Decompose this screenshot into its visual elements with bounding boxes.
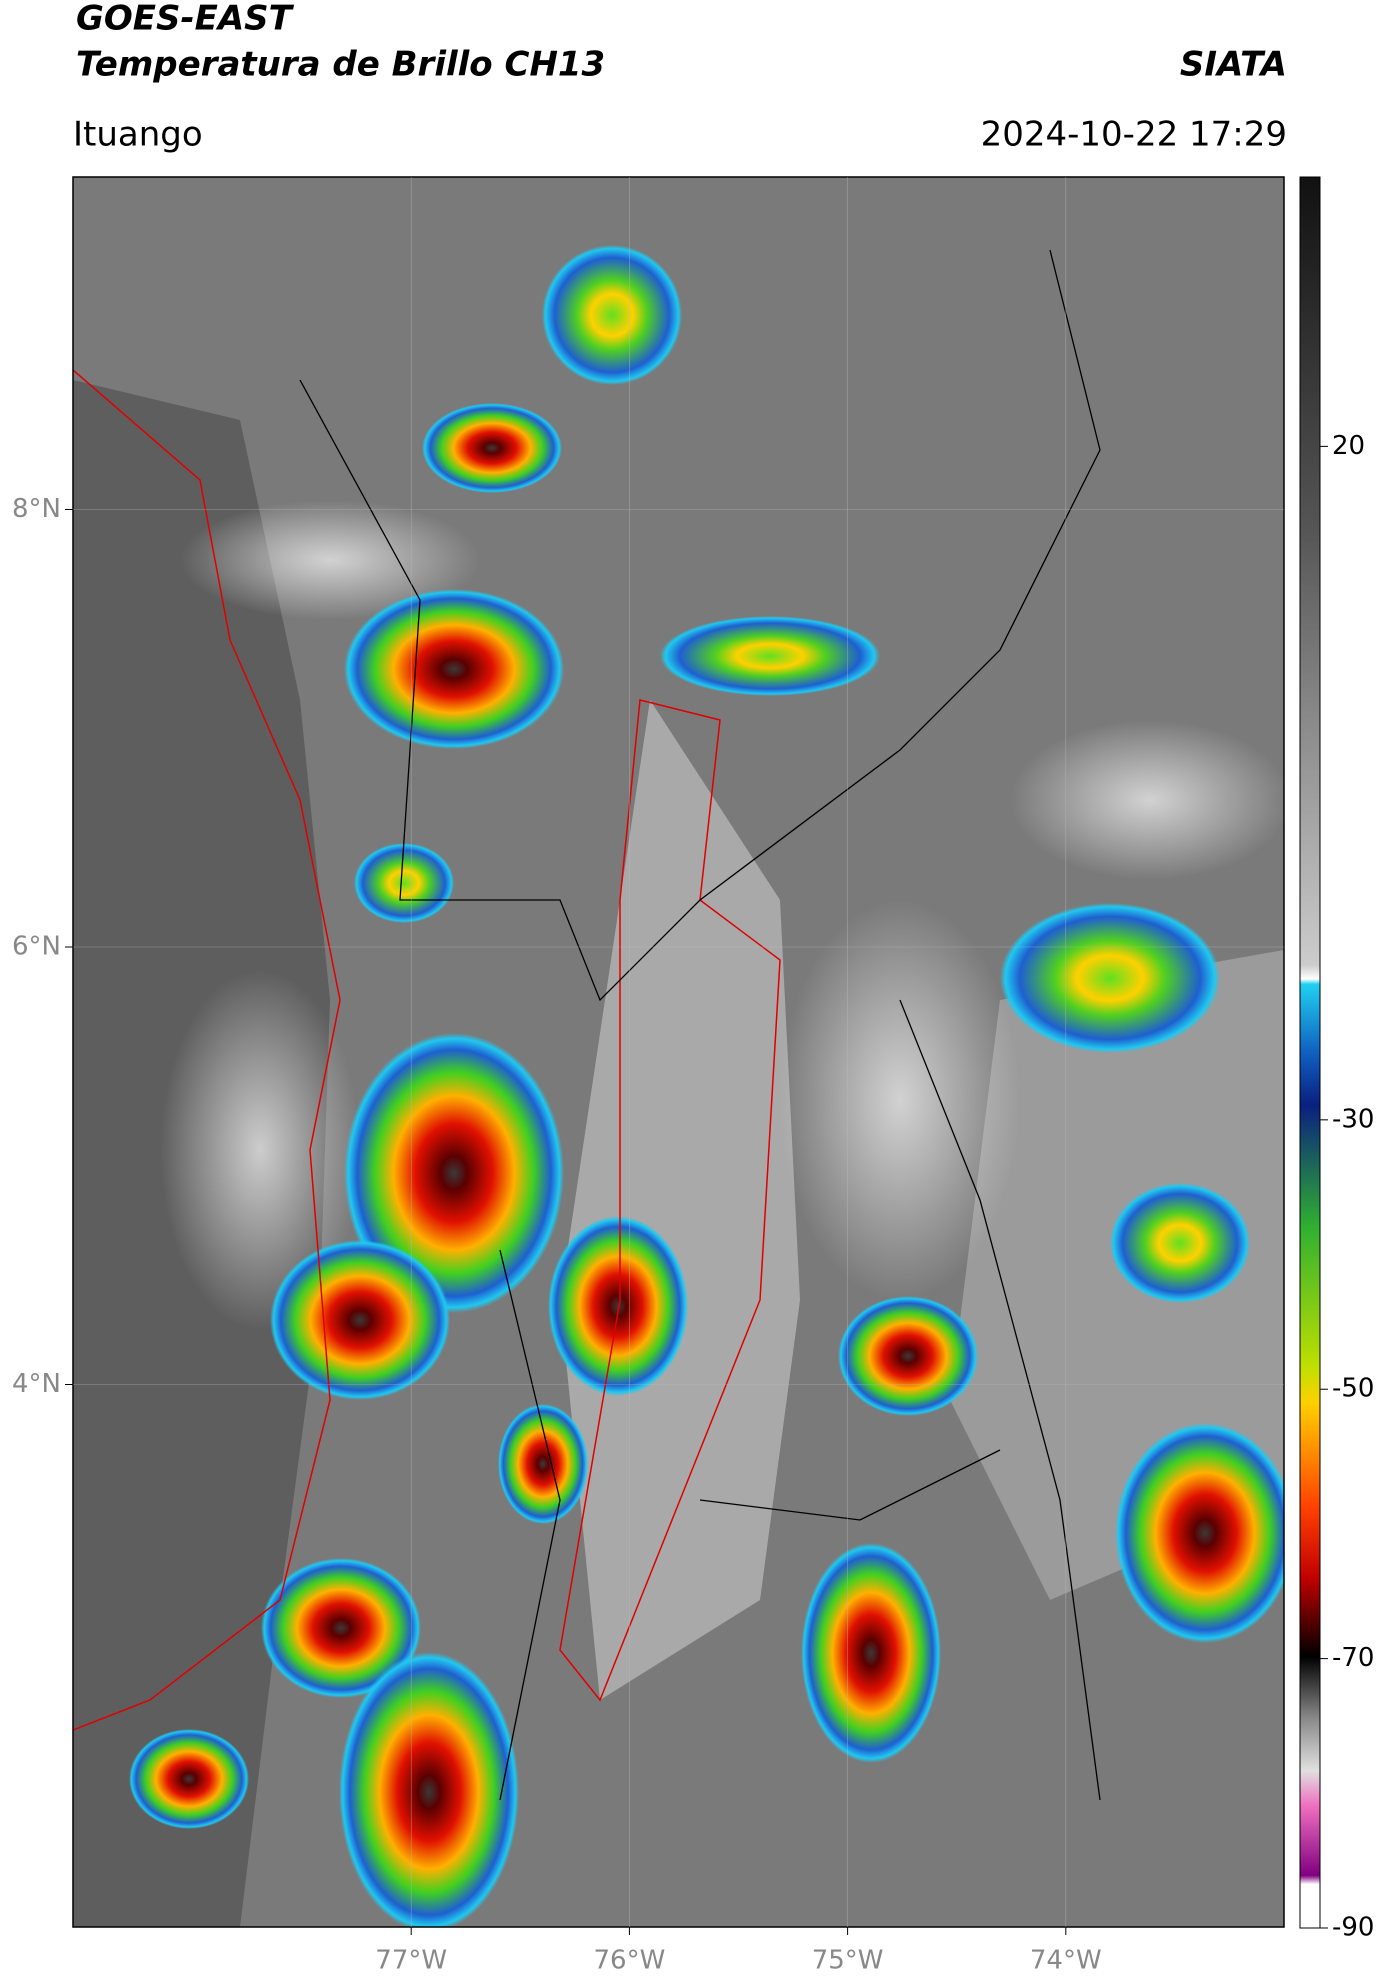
y-tick-label: 4°N xyxy=(12,1369,61,1399)
x-tick-label: 74°W xyxy=(1030,1946,1102,1976)
map-frame xyxy=(72,176,1285,1928)
source: SIATA xyxy=(1180,45,1287,85)
colorbar xyxy=(1299,176,1321,1929)
colorbar-label: -30 xyxy=(1332,1104,1374,1134)
y-tick-label: 6°N xyxy=(12,932,61,962)
x-tick-label: 75°W xyxy=(812,1946,884,1976)
satellite-image xyxy=(73,177,1284,1927)
location: Ituango xyxy=(73,115,203,155)
colorbar-label: -90 xyxy=(1332,1913,1374,1943)
colorbar-label: -70 xyxy=(1332,1643,1374,1673)
x-tick-label: 77°W xyxy=(375,1946,447,1976)
y-tick-label: 8°N xyxy=(12,494,61,524)
x-tick-label: 76°W xyxy=(594,1946,666,1976)
colorbar-label: 20 xyxy=(1332,431,1365,461)
timestamp: 2024-10-22 17:29 xyxy=(981,115,1287,155)
colorbar-label: -50 xyxy=(1332,1374,1374,1404)
title: GOES-EAST xyxy=(76,0,295,39)
subtitle: Temperatura de Brillo CH13 xyxy=(76,45,605,85)
